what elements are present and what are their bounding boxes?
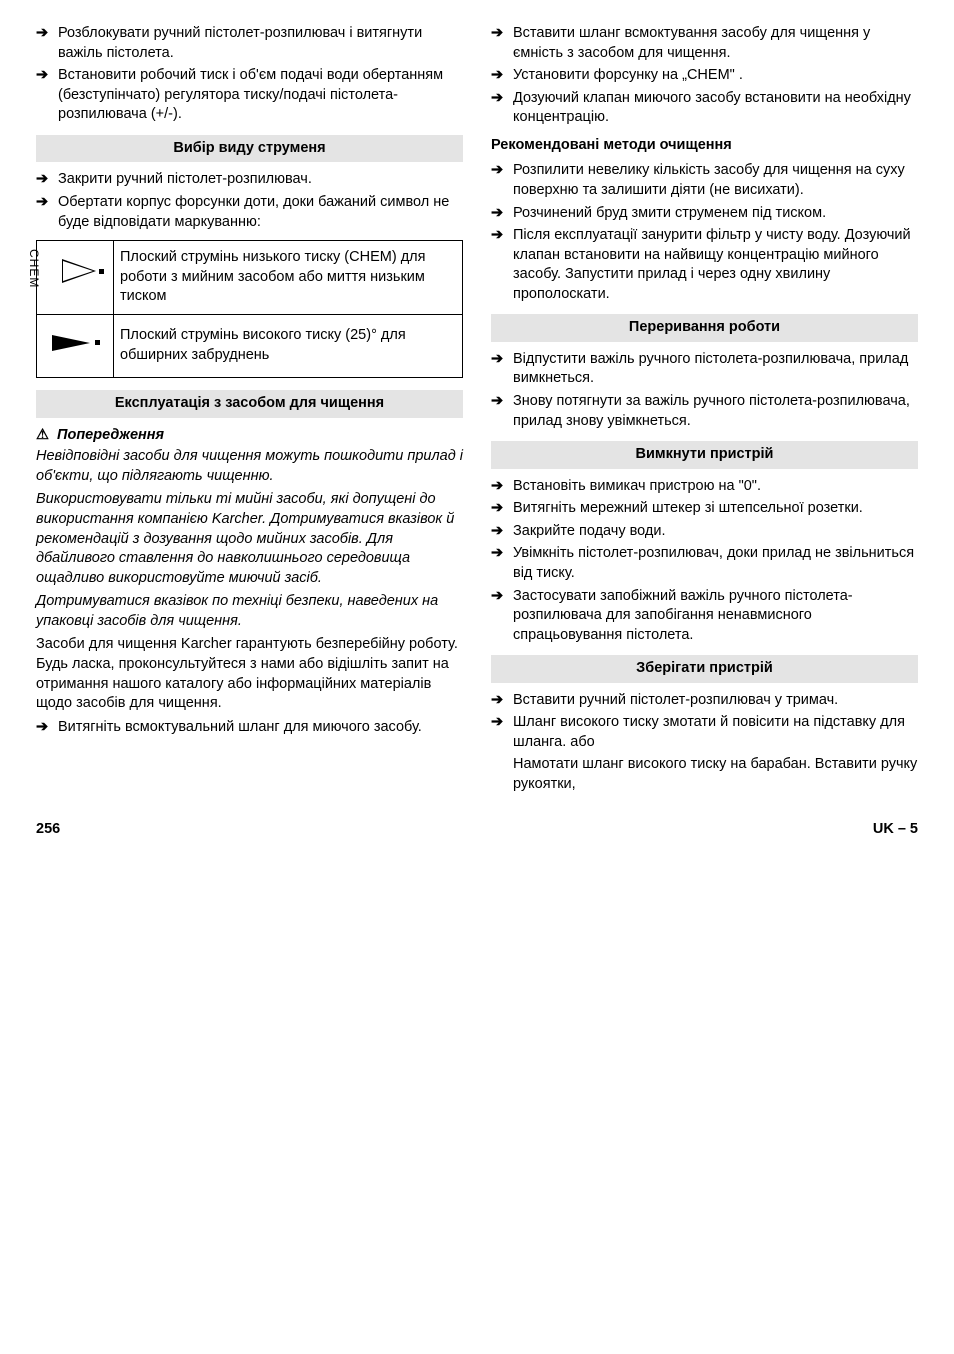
list-item: Витягніть мережний штекер зі штепсельної… bbox=[513, 499, 918, 519]
chem-label: CHEM bbox=[26, 249, 42, 288]
list-item: Витягніть всмоктувальний шланг для миючо… bbox=[58, 718, 463, 738]
warning-text: Дотримуватися вказівок по техніці безпек… bbox=[36, 592, 463, 631]
arrow-icon: ➔ bbox=[491, 544, 513, 583]
list-item: Увімкніть пістолет-розпилювач, доки прил… bbox=[513, 544, 918, 583]
list-item: Шланг високого тиску змотати й повісити … bbox=[513, 713, 918, 752]
warning-text: Невідповідні засоби для чищення можуть п… bbox=[36, 447, 463, 486]
list-item: Обертати корпус форсунки доти, доки бажа… bbox=[58, 193, 463, 232]
arrow-icon: ➔ bbox=[491, 392, 513, 431]
arrow-icon: ➔ bbox=[36, 170, 58, 190]
arrow-icon: ➔ bbox=[491, 499, 513, 519]
list-item: Установити форсунку на „CHEM" . bbox=[513, 66, 918, 86]
list-item: Дозуючий клапан миючого засобу встановит… bbox=[513, 89, 918, 128]
arrow-icon: ➔ bbox=[491, 204, 513, 224]
nozzle-table: CHEM Плоский струмінь низького тиску (CH… bbox=[36, 240, 463, 378]
arrow-icon: ➔ bbox=[491, 587, 513, 646]
table-row: Плоский струмінь низького тиску (CHEM) д… bbox=[114, 241, 463, 315]
section-title-jet: Вибір виду струменя bbox=[36, 135, 463, 163]
warning-label: Попередження bbox=[57, 427, 164, 443]
arrow-icon: ➔ bbox=[491, 24, 513, 63]
page-code: UK – 5 bbox=[873, 820, 918, 840]
arrow-icon: ➔ bbox=[491, 161, 513, 200]
section-title-cleaning: Експлуатація з засобом для чищення bbox=[36, 390, 463, 418]
paragraph: Засоби для чищення Karcher гарантують бе… bbox=[36, 635, 463, 713]
list-item: Розблокувати ручний пістолет-розпилювач … bbox=[58, 24, 463, 63]
list-item: Знову потягнути за важіль ручного пістол… bbox=[513, 392, 918, 431]
chem-icon-cell: CHEM bbox=[37, 241, 114, 315]
list-item: Розпилити невелику кількість засобу для … bbox=[513, 161, 918, 200]
warning-heading: ⚠ Попередження bbox=[36, 426, 463, 446]
section-title-off: Вимкнути пристрій bbox=[491, 441, 918, 469]
arrow-icon: ➔ bbox=[36, 718, 58, 738]
list-item: Закрийте подачу води. bbox=[513, 522, 918, 542]
list-item: Розчинений бруд змити струменем під тиск… bbox=[513, 204, 918, 224]
arrow-icon: ➔ bbox=[491, 713, 513, 752]
table-row: Плоский струмінь високого тиску (25)° дл… bbox=[114, 314, 463, 378]
list-item: Встановити робочий тиск і об'єм подачі в… bbox=[58, 66, 463, 125]
page-number: 256 bbox=[36, 820, 60, 840]
section-title-interrupt: Переривання роботи bbox=[491, 314, 918, 342]
subsection-title: Рекомендовані методи очищення bbox=[491, 136, 918, 156]
list-item: Після експлуатації занурити фільтр у чис… bbox=[513, 226, 918, 304]
warning-icon: ⚠ bbox=[36, 427, 49, 443]
list-item: Відпустити важіль ручного пістолета-розп… bbox=[513, 350, 918, 389]
arrow-icon: ➔ bbox=[491, 522, 513, 542]
warning-text: Використовувати тільки ті мийні засоби, … bbox=[36, 490, 463, 588]
arrow-icon: ➔ bbox=[491, 477, 513, 497]
list-item: Закрити ручний пістолет-розпилювач. bbox=[58, 170, 463, 190]
arrow-icon: ➔ bbox=[491, 350, 513, 389]
continuation-text: Намотати шланг високого тиску на барабан… bbox=[513, 755, 918, 794]
arrow-icon: ➔ bbox=[36, 24, 58, 63]
list-item: Вставити ручний пістолет-розпилювач у тр… bbox=[513, 691, 918, 711]
arrow-icon: ➔ bbox=[491, 226, 513, 304]
section-title-store: Зберігати пристрій bbox=[491, 655, 918, 683]
list-item: Вставити шланг всмоктування засобу для ч… bbox=[513, 24, 918, 63]
arrow-icon: ➔ bbox=[491, 691, 513, 711]
arrow-icon: ➔ bbox=[36, 66, 58, 125]
list-item: Встановіть вимикач пристрою на "0". bbox=[513, 477, 918, 497]
high-icon-cell bbox=[37, 314, 114, 378]
list-item: Застосувати запобіжний важіль ручного пі… bbox=[513, 587, 918, 646]
arrow-icon: ➔ bbox=[491, 89, 513, 128]
arrow-icon: ➔ bbox=[491, 66, 513, 86]
arrow-icon: ➔ bbox=[36, 193, 58, 232]
